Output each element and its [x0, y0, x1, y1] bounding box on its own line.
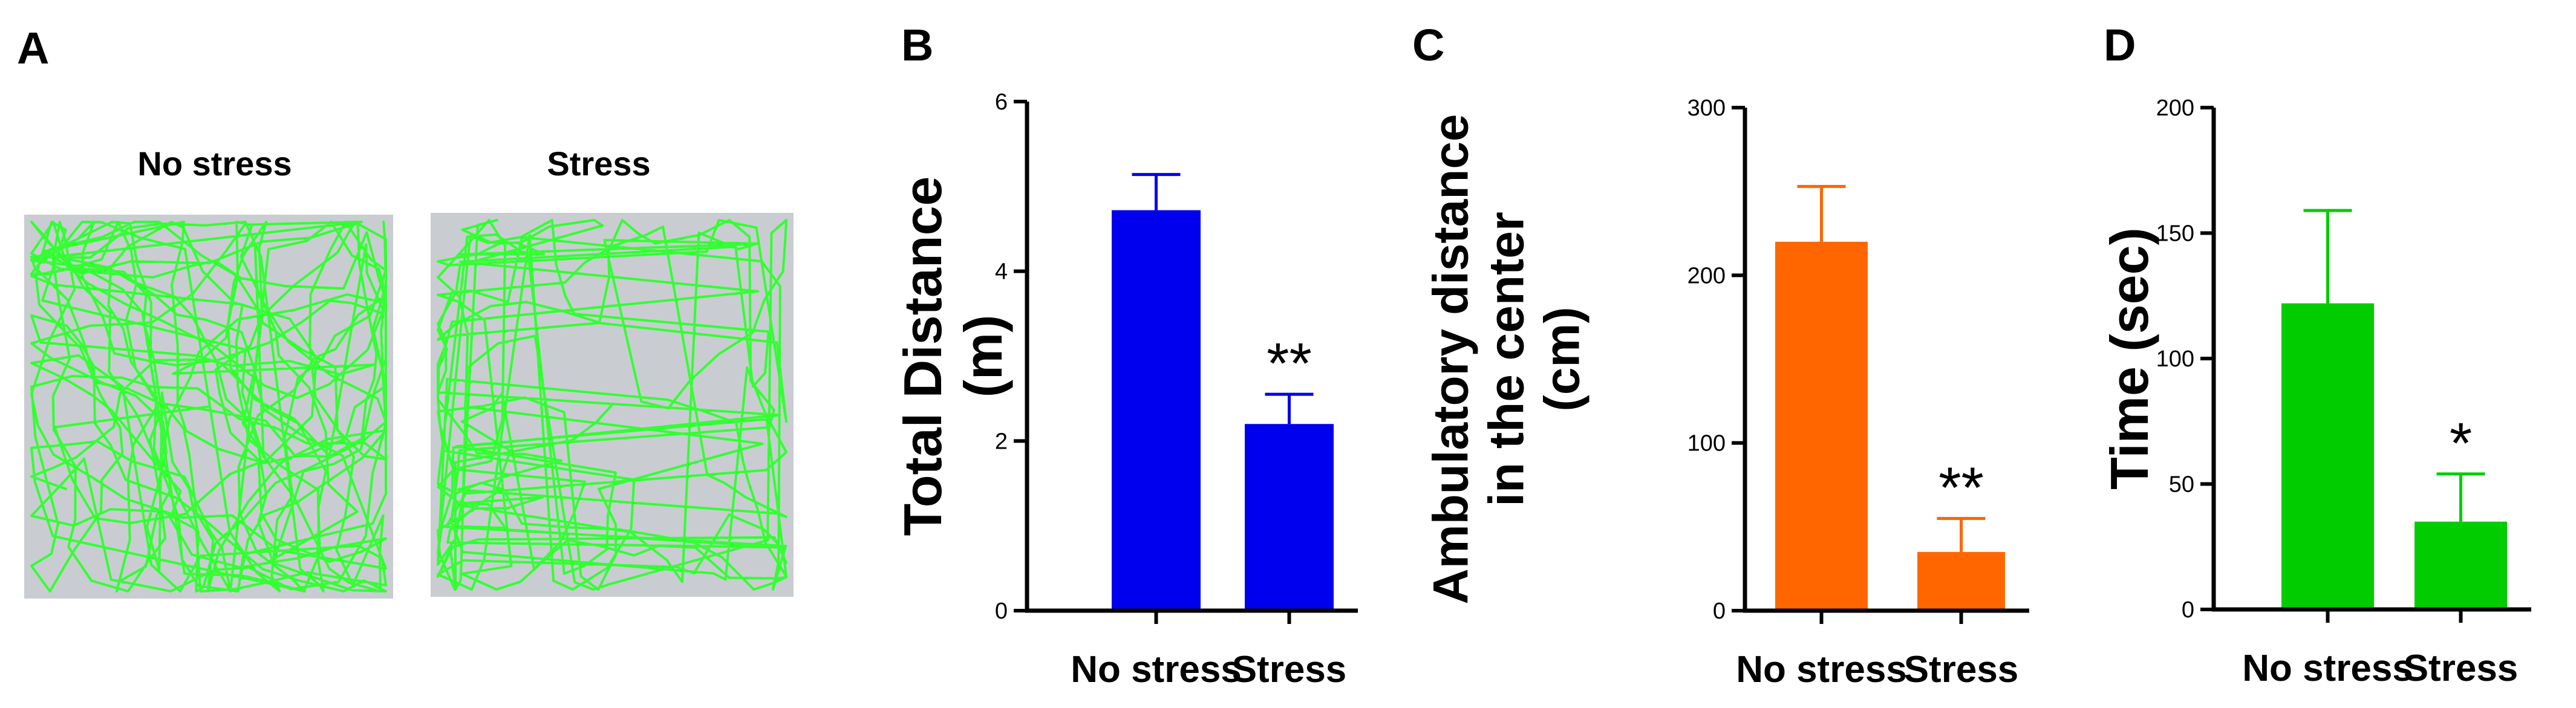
y-tick-label: 6: [995, 89, 1008, 115]
y-tick-label: 200: [2156, 96, 2194, 121]
chart-total-distance: No stress ** Stress 0 2 4 6 Total Distance(m): [893, 89, 1358, 690]
x-tick-label: No stress: [1736, 649, 1907, 690]
y-tick-label: 0: [995, 599, 1008, 624]
panel-c: C No stress ** Stress 0 100 200 300 Ambulatory …: [1412, 20, 2029, 690]
x-tick-label: Stress: [1904, 649, 2019, 690]
chart-ambulatory-distance: No stress ** Stress 0 100 200 300 Ambulatory di…: [1424, 96, 2029, 690]
arena-label-stress: Stress: [547, 145, 650, 183]
panel-letter-c: C: [1412, 20, 1444, 70]
y-tick-label: 2: [995, 429, 1008, 454]
bar-no-stress: [2281, 303, 2374, 609]
x-tick-label: No stress: [2242, 648, 2413, 689]
panel-letter-b: B: [901, 20, 933, 70]
y-axis-label: Time (sec): [2099, 227, 2159, 490]
y-axis-label: Total Distance(m): [893, 177, 1013, 536]
panel-letter-a: A: [17, 23, 49, 73]
y-tick-label: 50: [2169, 472, 2194, 498]
y-tick-label: 0: [1713, 599, 1726, 624]
track-path: [30, 221, 387, 593]
x-tick-label: Stress: [2404, 648, 2519, 689]
track-path: [437, 219, 787, 591]
x-tick-label: No stress: [1071, 649, 1242, 690]
bar-no-stress: [1112, 210, 1201, 611]
bar-stress: [1917, 551, 2005, 611]
significance-marker: **: [1939, 455, 1984, 520]
panel-a: A No stress Stress: [17, 23, 794, 599]
x-tick-label: Stress: [1232, 649, 1347, 690]
panel-d: D No stress * Stress 0 50 100 150 200 Time (sec): [2099, 20, 2531, 689]
y-tick-label: 300: [1687, 96, 1726, 121]
bar-stress: [1245, 424, 1334, 611]
arena-label-no-stress: No stress: [137, 145, 292, 183]
movement-track-stress: [437, 219, 787, 591]
significance-marker: **: [1267, 331, 1312, 396]
y-tick-label: 150: [2156, 221, 2194, 247]
movement-track-no-stress: [30, 221, 387, 593]
chart-time-center: No stress * Stress 0 50 100 150 200 Time (sec): [2099, 96, 2531, 689]
y-tick-label: 200: [1687, 263, 1726, 288]
y-tick-label: 100: [1687, 431, 1726, 456]
bar-no-stress: [1775, 241, 1868, 611]
y-tick-label: 4: [995, 259, 1008, 285]
y-tick-label: 100: [2156, 346, 2194, 372]
y-tick-label: 0: [2182, 597, 2194, 623]
panel-b: B No stress ** Stress 0 2 4 6 Total Distance(m): [893, 20, 1358, 690]
significance-marker: *: [2450, 411, 2472, 476]
bar-stress: [2415, 521, 2507, 609]
panel-letter-d: D: [2104, 20, 2136, 70]
y-axis-label: Ambulatory distancein the center(cm): [1424, 114, 1590, 604]
